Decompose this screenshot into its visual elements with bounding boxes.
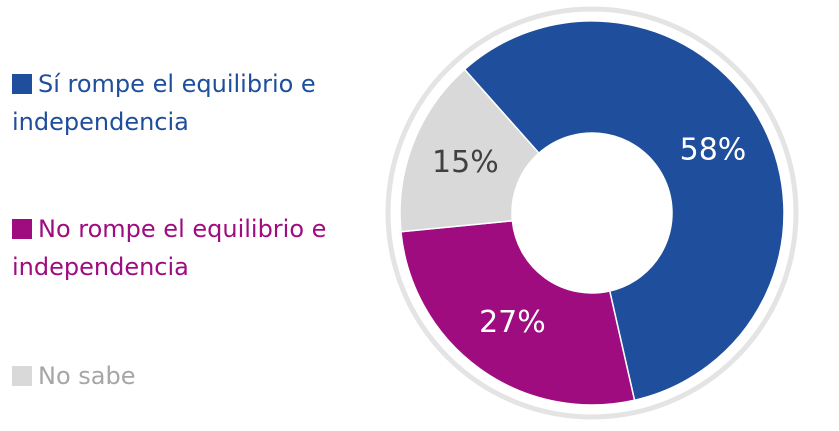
legend-item: No sabe xyxy=(12,357,352,395)
slice xyxy=(463,20,785,402)
slice xyxy=(399,68,540,233)
data-label: 15% xyxy=(432,145,499,180)
legend-item: No rompe el equilibrio e independencia xyxy=(12,210,352,286)
data-label: 27% xyxy=(479,305,546,340)
legend-label: No sabe xyxy=(38,362,136,390)
legend-swatch xyxy=(12,219,32,239)
legend-label: No rompe el equilibrio e independencia xyxy=(12,215,327,281)
slice xyxy=(400,219,636,406)
legend-swatch xyxy=(12,74,32,94)
legend-swatch xyxy=(12,366,32,386)
data-label: 58% xyxy=(680,132,747,167)
legend-item: Sí rompe el equilibrio e independencia xyxy=(12,65,352,141)
legend-label: Sí rompe el equilibrio e independencia xyxy=(12,70,316,136)
